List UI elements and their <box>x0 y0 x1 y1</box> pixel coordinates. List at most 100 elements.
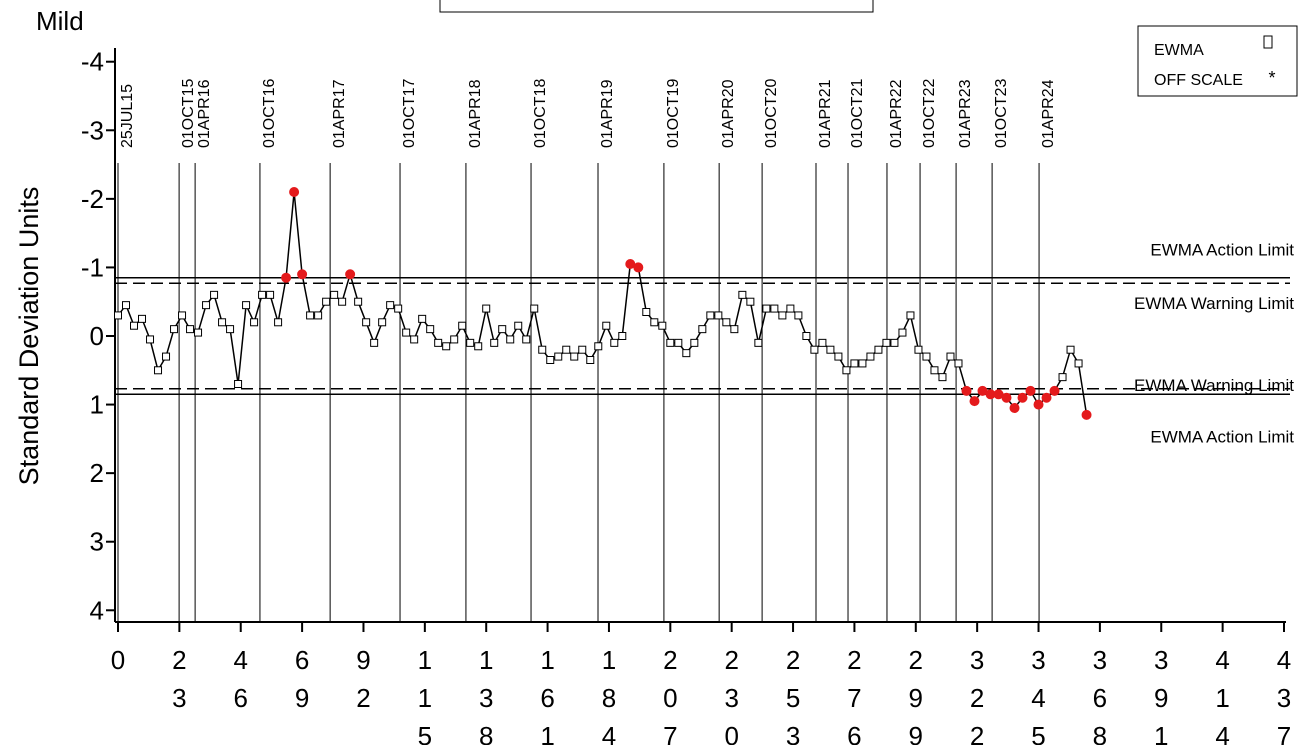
marker <box>730 325 739 334</box>
marker <box>218 318 227 327</box>
marker <box>810 345 819 354</box>
x-tick-label: 0 <box>111 645 125 675</box>
y-tick-label: 3 <box>90 527 104 557</box>
marker <box>514 321 523 330</box>
marker <box>418 314 427 323</box>
reference-label: 25JUL15 <box>119 84 136 148</box>
marker <box>522 335 531 344</box>
header-box <box>439 0 874 13</box>
marker <box>490 338 499 347</box>
marker <box>506 335 515 344</box>
marker <box>482 304 491 313</box>
alert-marker <box>1025 385 1036 396</box>
marker <box>674 338 683 347</box>
legend-symbol: * <box>1268 68 1275 88</box>
marker <box>402 328 411 337</box>
reference-label: 01OCT16 <box>261 79 278 148</box>
marker <box>178 311 187 320</box>
marker <box>234 380 243 388</box>
reference-label: 01APR21 <box>817 79 834 148</box>
marker <box>394 304 403 313</box>
reference-label: 01APR24 <box>1040 79 1057 148</box>
reference-label: 01OCT23 <box>993 79 1010 148</box>
alert-marker <box>345 269 356 280</box>
y-tick-label: -2 <box>81 184 104 214</box>
alert-marker <box>289 187 300 197</box>
marker <box>138 314 147 323</box>
y-axis-label: Standard Deviation Units <box>14 187 44 486</box>
alert-marker <box>1017 392 1028 403</box>
reference-label: 01OCT21 <box>849 79 866 148</box>
legend-label: EWMA <box>1154 42 1204 59</box>
reference-label: 01APR18 <box>467 79 484 148</box>
marker <box>242 301 251 310</box>
alert-marker <box>281 272 292 283</box>
marker <box>202 301 211 310</box>
marker <box>306 311 315 320</box>
marker <box>826 345 835 354</box>
marker <box>186 325 195 334</box>
reference-label: 01OCT18 <box>532 79 549 148</box>
marker <box>1074 359 1083 368</box>
marker <box>938 373 947 382</box>
marker <box>610 338 619 347</box>
marker <box>642 308 651 316</box>
marker <box>554 352 563 361</box>
limit-label: EWMA Action Limit <box>1150 241 1294 260</box>
marker <box>114 311 122 320</box>
marker <box>450 335 459 344</box>
marker <box>162 352 171 361</box>
alert-marker <box>1033 399 1044 410</box>
legend-label: OFF SCALE <box>1154 72 1243 89</box>
reference-label: 01APR22 <box>888 79 905 148</box>
marker <box>818 338 827 347</box>
marker <box>314 311 323 320</box>
marker <box>946 352 955 361</box>
marker <box>258 290 267 299</box>
chart-title: Mild <box>36 6 84 36</box>
series-line <box>117 191 1088 416</box>
marker <box>370 338 379 347</box>
reference-label: 01APR17 <box>331 79 348 148</box>
marker <box>682 349 691 358</box>
marker <box>122 301 131 310</box>
y-tick-label: 2 <box>90 458 104 488</box>
marker <box>330 290 339 299</box>
marker <box>866 352 875 361</box>
marker <box>770 304 779 313</box>
marker <box>658 321 667 330</box>
alert-marker <box>1001 392 1012 403</box>
marker <box>386 301 395 310</box>
reference-label: 01OCT22 <box>921 79 938 148</box>
y-tick-label: 1 <box>90 390 104 420</box>
marker <box>250 318 259 327</box>
marker <box>850 359 859 368</box>
marker <box>618 332 627 340</box>
alert-marker <box>969 396 980 407</box>
marker <box>194 328 203 337</box>
alert-marker <box>1081 409 1092 420</box>
marker <box>154 366 163 375</box>
y-tick-label: -3 <box>81 115 104 145</box>
reference-label: 01APR19 <box>599 79 616 148</box>
marker <box>722 318 731 327</box>
marker <box>858 359 867 368</box>
marker <box>538 345 547 354</box>
marker <box>898 328 907 337</box>
reference-label: 01APR23 <box>957 79 974 148</box>
marker <box>650 318 659 327</box>
marker <box>786 304 795 313</box>
reference-label: 01OCT20 <box>763 79 780 148</box>
y-tick-label: 0 <box>90 321 104 351</box>
limit-label: EWMA Action Limit <box>1150 427 1294 446</box>
marker <box>378 318 387 327</box>
